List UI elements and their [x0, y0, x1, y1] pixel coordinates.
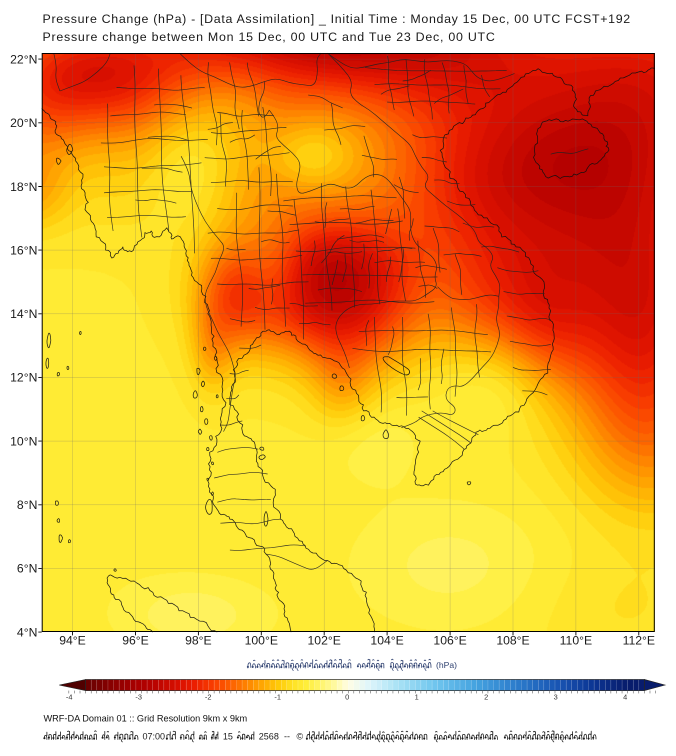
svg-text:1: 1	[415, 693, 419, 702]
svg-text:106°E: 106°E	[433, 633, 466, 647]
svg-text:8°N: 8°N	[17, 498, 37, 512]
svg-text:20°N: 20°N	[10, 116, 37, 130]
svg-text:0: 0	[345, 693, 349, 702]
svg-text:Pressure Change (hPa) - [Data: Pressure Change (hPa) - [Data Assimilati…	[43, 12, 631, 26]
svg-text:6°N: 6°N	[17, 562, 37, 576]
svg-text:WRF-DA Domain 01 :: Grid Resol: WRF-DA Domain 01 :: Grid Resolution 9km …	[44, 714, 248, 724]
svg-text:108°E: 108°E	[496, 633, 529, 647]
svg-text:100°E: 100°E	[245, 633, 278, 647]
svg-text:22°N: 22°N	[10, 52, 37, 66]
svg-text:(hPa): (hPa)	[436, 660, 457, 670]
svg-text:3: 3	[554, 693, 558, 702]
svg-text:96°E: 96°E	[122, 633, 149, 647]
svg-text:4°N: 4°N	[17, 625, 37, 639]
svg-text:4: 4	[623, 693, 627, 702]
svg-text:94°E: 94°E	[59, 633, 86, 647]
svg-text:12°N: 12°N	[10, 371, 37, 385]
svg-text:15: 15	[223, 732, 233, 742]
svg-text:2: 2	[484, 693, 488, 702]
svg-text:10°N: 10°N	[10, 434, 37, 448]
svg-text:16°N: 16°N	[10, 243, 37, 257]
svg-text:98°E: 98°E	[185, 633, 212, 647]
svg-text:112°E: 112°E	[623, 633, 655, 647]
svg-text:14°N: 14°N	[10, 307, 37, 321]
svg-text:--: --	[284, 732, 290, 742]
svg-text:2568: 2568	[259, 732, 279, 742]
svg-text:©: ©	[297, 732, 304, 742]
svg-text:-3: -3	[135, 693, 142, 702]
svg-text:102°E: 102°E	[308, 633, 341, 647]
svg-text:-2: -2	[205, 693, 212, 702]
svg-text:18°N: 18°N	[10, 180, 37, 194]
svg-text:Pressure change between Mon 15: Pressure change between Mon 15 Dec, 00 U…	[43, 30, 496, 44]
svg-text:110°E: 110°E	[560, 633, 592, 647]
svg-text:-1: -1	[274, 693, 281, 702]
svg-text:104°E: 104°E	[370, 633, 403, 647]
svg-text:07:00: 07:00	[143, 732, 166, 742]
svg-text:-4: -4	[66, 693, 73, 702]
